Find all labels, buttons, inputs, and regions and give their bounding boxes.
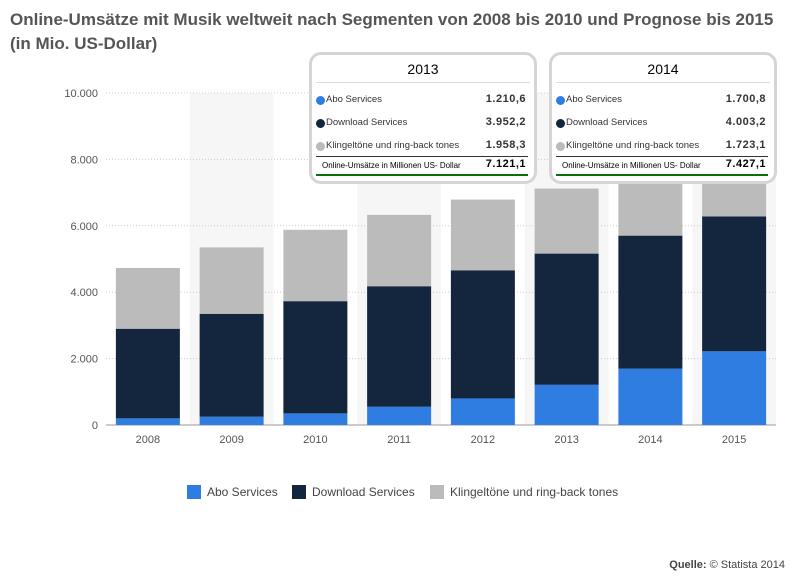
bar-download-2009	[199, 313, 264, 417]
chart-title: Online-Umsätze mit Musik weltweit nach S…	[10, 10, 774, 53]
tooltip-row-label: Abo Services	[566, 94, 622, 105]
legend-label: Klingeltöne und ring-back tones	[450, 485, 619, 499]
tooltip-row-label: Abo Services	[326, 94, 382, 105]
tooltip-row-label: Download Services	[566, 117, 648, 128]
tooltip-row-value: 1.700,8	[725, 93, 766, 105]
tooltip-row-download: Download Services 3.952,2	[316, 115, 526, 131]
y-tick-label: 2.000	[70, 354, 98, 366]
bar-download-2014	[618, 235, 683, 369]
bar-abo-2014	[618, 368, 683, 425]
x-tick-label: 2008	[136, 434, 160, 446]
tooltip-row-klingel: Klingeltöne und ring-back tones 1.958,3	[316, 138, 526, 154]
tooltip-total-label: Online-Umsätze in Millionen US- Dollar	[562, 161, 701, 170]
tooltip-row-download: Download Services 4.003,2	[556, 115, 766, 131]
series-dot-icon	[316, 119, 325, 128]
tooltip-year: 2013	[407, 61, 439, 77]
tooltip-2014: 2014 Abo Services 1.700,8 Download Servi…	[549, 52, 777, 184]
legend-label: Abo Services	[207, 485, 278, 499]
tooltip-row-abo: Abo Services 1.700,8	[556, 92, 766, 108]
x-tick-label: 2013	[554, 434, 578, 446]
bar-klingel-2011	[367, 214, 432, 287]
bar-abo-2011	[367, 406, 432, 425]
bar-abo-2008	[115, 418, 180, 425]
bar-download-2010	[283, 301, 348, 414]
bar-download-2013	[534, 253, 599, 385]
bar-download-2008	[115, 328, 180, 419]
tooltip-total-label: Online-Umsätze in Millionen US- Dollar	[322, 161, 461, 170]
bar-klingel-2009	[199, 247, 264, 314]
bar-abo-2012	[450, 398, 515, 425]
x-tick-label: 2014	[638, 434, 662, 446]
series-dot-icon	[556, 96, 565, 105]
bar-abo-2009	[199, 416, 264, 425]
series-dot-icon	[316, 142, 325, 151]
source-text[interactable]: © Statista 2014	[709, 559, 785, 571]
bar-download-2011	[367, 286, 432, 407]
x-tick-label: 2009	[219, 434, 243, 446]
tooltip-divider	[316, 82, 530, 83]
tooltip-total-row: Online-Umsätze in Millionen US- Dollar 7…	[316, 156, 528, 173]
x-tick-label: 2010	[303, 434, 327, 446]
tooltip-row-klingel: Klingeltöne und ring-back tones 1.723,1	[556, 138, 766, 154]
tooltip-row-label: Klingeltöne und ring-back tones	[326, 140, 460, 151]
tooltip-row-value: 1.958,3	[485, 139, 526, 151]
tooltip-row-label: Klingeltöne und ring-back tones	[566, 140, 700, 151]
tooltip-year: 2014	[647, 61, 679, 77]
y-tick-label: 6.000	[70, 221, 98, 233]
legend-swatch	[430, 485, 444, 499]
tooltip-row-value: 1.723,1	[725, 139, 766, 151]
bar-klingel-2012	[450, 199, 515, 271]
bar-download-2012	[450, 270, 515, 399]
bar-klingel-2008	[115, 267, 180, 329]
bar-klingel-2010	[283, 229, 348, 302]
y-tick-label: 4.000	[70, 287, 98, 299]
tooltip-total-value: 7.427,1	[725, 158, 766, 170]
bar-abo-2015	[702, 351, 767, 425]
tooltip-total-underline	[316, 174, 528, 176]
series-dot-icon	[556, 142, 565, 151]
legend-swatch	[292, 485, 306, 499]
tooltip-row-value: 4.003,2	[725, 116, 766, 128]
legend-swatch	[187, 485, 201, 499]
series-dot-icon	[316, 96, 325, 105]
x-tick-label: 2012	[471, 434, 495, 446]
tooltip-divider	[556, 82, 770, 83]
bar-abo-2010	[283, 413, 348, 425]
tooltip-row-value: 1.210,6	[485, 93, 526, 105]
bar-klingel-2013	[534, 188, 599, 254]
x-tick-label: 2015	[722, 434, 746, 446]
series-dot-icon	[556, 119, 565, 128]
tooltip-total-underline	[556, 174, 768, 176]
y-tick-label: 8.000	[70, 154, 98, 166]
y-tick-label: 0	[92, 420, 98, 432]
source-label: Quelle:	[669, 559, 707, 571]
tooltip-row-label: Download Services	[326, 117, 408, 128]
tooltip-total-value: 7.121,1	[485, 158, 526, 170]
x-tick-label: 2011	[387, 434, 411, 446]
legend-label: Download Services	[312, 485, 415, 499]
tooltip-row-abo: Abo Services 1.210,6	[316, 92, 526, 108]
y-tick-label: 10.000	[64, 88, 98, 100]
bar-download-2015	[702, 216, 767, 352]
bar-abo-2013	[534, 384, 599, 425]
tooltip-row-value: 3.952,2	[485, 116, 526, 128]
source-credit: Quelle: © Statista 2014	[669, 559, 785, 571]
tooltip-2013: 2013 Abo Services 1.210,6 Download Servi…	[309, 52, 537, 184]
bar-klingel-2014	[618, 178, 683, 236]
tooltip-total-row: Online-Umsätze in Millionen US- Dollar 7…	[556, 156, 768, 173]
